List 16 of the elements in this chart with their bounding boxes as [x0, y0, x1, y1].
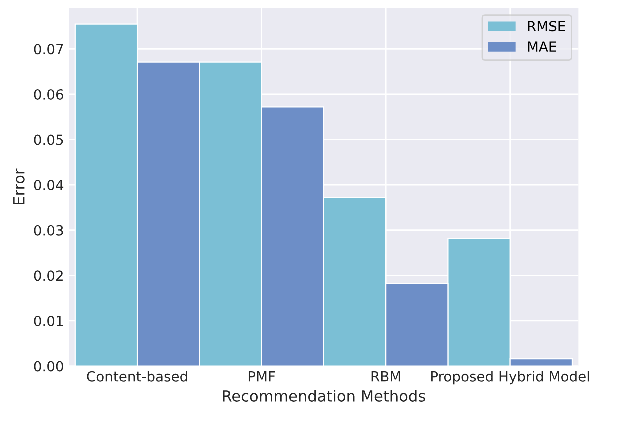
- y-tick-label: 0.05: [34, 134, 64, 146]
- y-tick-label: 0.01: [34, 316, 64, 326]
- y-tick-label: 0.07: [34, 44, 64, 55]
- x-tick-label: RBM: [372, 372, 400, 382]
- y-tick-label: 0.00: [34, 361, 64, 372]
- y-tick-label: 0.04: [34, 180, 64, 191]
- legend-label: RMSE: [528, 21, 566, 32]
- y-tick-label: 0.06: [34, 89, 64, 100]
- y-tick-label: 0.02: [34, 270, 63, 282]
- y-tick-label: 0.03: [34, 225, 64, 236]
- x-tick-label: PMF: [248, 372, 276, 382]
- x-tick-label: Content-based: [87, 371, 188, 382]
- legend-label: MAE: [528, 42, 556, 52]
- x-axis-title: Recommendation Methods: [223, 390, 426, 402]
- y-axis-title: Error: [14, 168, 25, 204]
- x-tick-label: Proposed Hybrid Model: [432, 371, 590, 385]
